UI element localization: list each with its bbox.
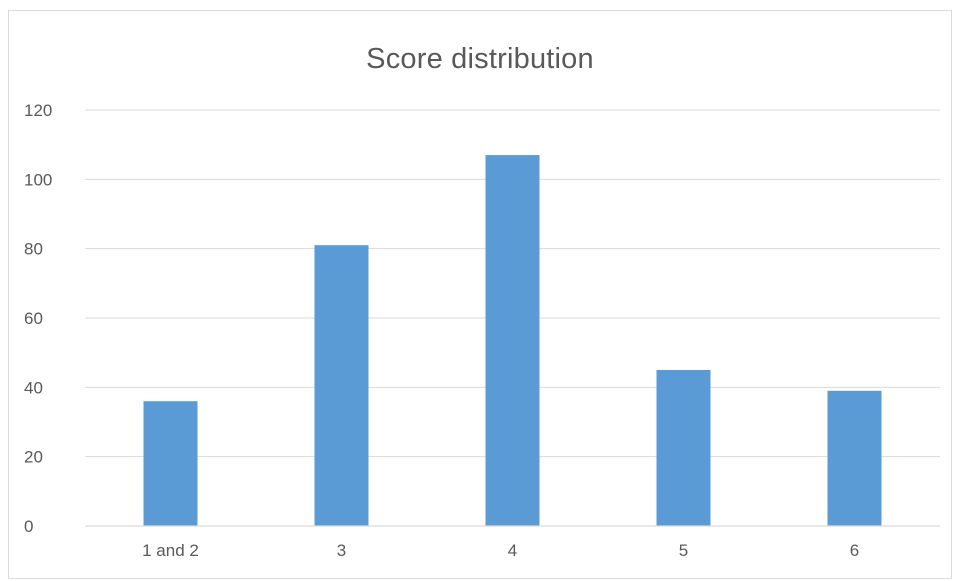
bar-4 xyxy=(827,390,882,526)
y-tick-label-100: 100 xyxy=(24,170,52,189)
x-tick-label-2: 4 xyxy=(508,541,517,560)
bar-2 xyxy=(485,155,540,527)
chart-title: Score distribution xyxy=(366,43,594,75)
bars xyxy=(143,155,882,527)
y-tick-label-120: 120 xyxy=(24,101,52,120)
bar-1 xyxy=(314,245,369,526)
x-tick-label-1: 3 xyxy=(337,541,346,560)
y-tick-label-20: 20 xyxy=(24,448,43,467)
y-tick-label-80: 80 xyxy=(24,240,43,259)
y-tick-label-0: 0 xyxy=(24,517,33,536)
x-tick-label-3: 5 xyxy=(679,541,688,560)
bar-0 xyxy=(143,401,198,526)
x-tick-label-0: 1 and 2 xyxy=(142,541,199,560)
axes: 0 20 40 60 80 100 120 1 and 2 3 4 5 6 xyxy=(24,101,940,560)
x-tick-label-4: 6 xyxy=(850,541,859,560)
bar-3 xyxy=(656,370,711,526)
y-tick-label-40: 40 xyxy=(24,378,43,397)
y-tick-label-60: 60 xyxy=(24,309,43,328)
